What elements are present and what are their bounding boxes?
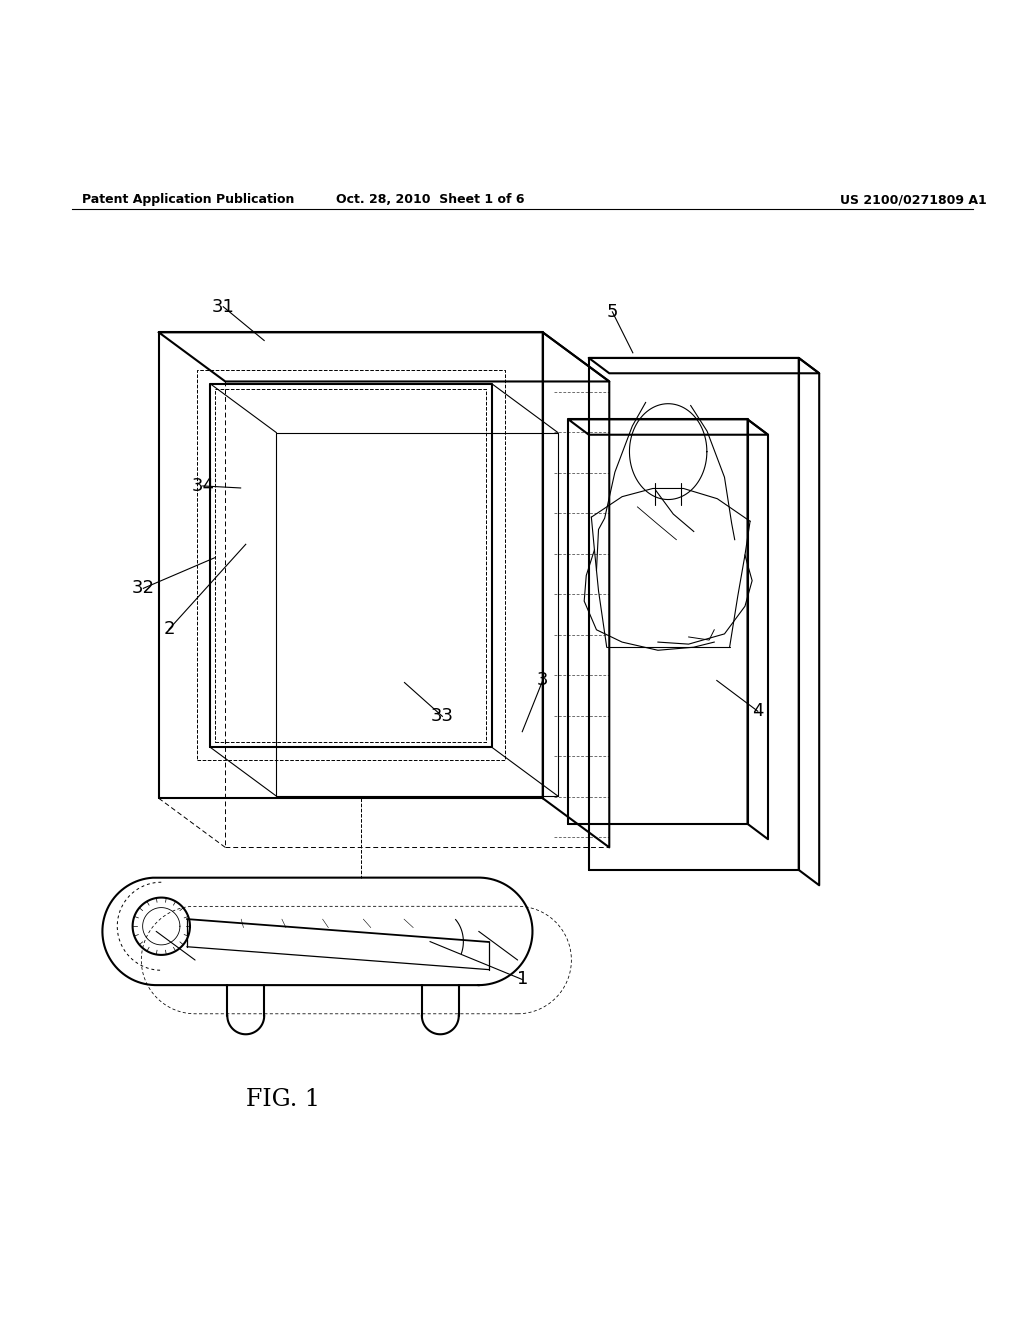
Text: Oct. 28, 2010  Sheet 1 of 6: Oct. 28, 2010 Sheet 1 of 6	[336, 193, 524, 206]
Text: 2: 2	[163, 620, 175, 639]
Text: FIG. 1: FIG. 1	[246, 1088, 319, 1111]
Text: 5: 5	[606, 302, 618, 321]
Text: 1: 1	[516, 970, 528, 989]
Text: 31: 31	[212, 298, 234, 315]
Text: 4: 4	[752, 702, 764, 721]
Text: 3: 3	[537, 672, 549, 689]
Text: Patent Application Publication: Patent Application Publication	[82, 193, 294, 206]
Text: 32: 32	[132, 579, 155, 598]
Text: US 2100/0271809 A1: US 2100/0271809 A1	[840, 193, 986, 206]
Text: 33: 33	[431, 708, 454, 725]
Text: 34: 34	[191, 477, 214, 495]
